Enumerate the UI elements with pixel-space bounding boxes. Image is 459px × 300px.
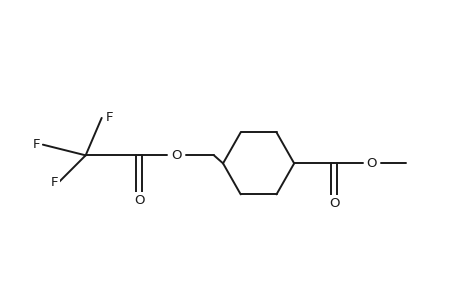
Text: O: O xyxy=(328,197,339,210)
Text: O: O xyxy=(171,149,181,162)
Text: F: F xyxy=(106,111,113,124)
Text: O: O xyxy=(134,194,144,207)
Text: F: F xyxy=(33,138,40,151)
Text: F: F xyxy=(50,176,58,189)
Text: O: O xyxy=(366,157,376,170)
